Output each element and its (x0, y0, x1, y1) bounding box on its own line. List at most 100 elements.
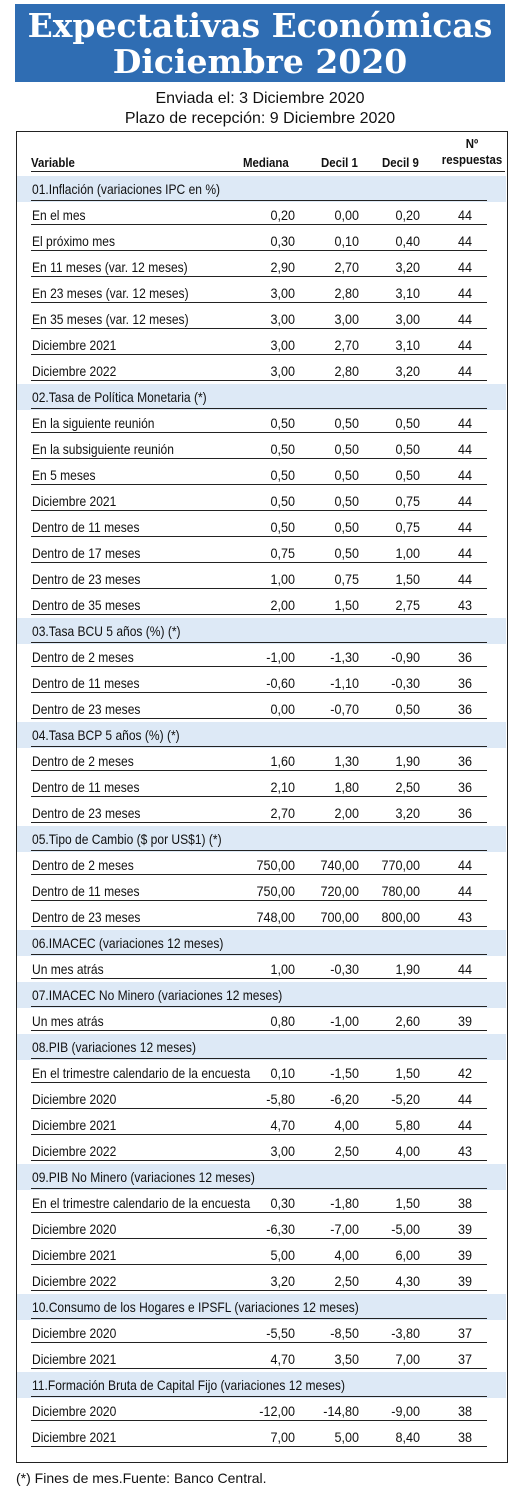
cell-mediana: 2,90 (270, 259, 295, 275)
cell-decil9: 2,60 (395, 1013, 420, 1029)
row-underline (31, 666, 487, 667)
section-header-row: 09.PIB No Minero (variaciones 12 meses) (17, 1164, 506, 1190)
cell-n: 44 (457, 1091, 472, 1107)
row-underline (31, 796, 487, 797)
cell-n: 44 (457, 441, 472, 457)
cell-decil1: 2,80 (334, 285, 359, 301)
cell-n: 44 (457, 363, 472, 379)
row-label: Diciembre 2022 (32, 1143, 117, 1159)
section-label: 02.Tasa de Política Monetaria (*) (32, 389, 207, 405)
row-underline (31, 1030, 487, 1031)
row-underline (31, 354, 487, 355)
section-label: 10.Consumo de los Hogares e IPSFL (varia… (32, 1299, 359, 1315)
cell-decil9: 1,50 (395, 1195, 420, 1211)
section-underline (31, 200, 487, 201)
cell-mediana: 0,50 (270, 519, 295, 535)
row-label: En 11 meses (var. 12 meses) (32, 259, 188, 275)
row-label: Dentro de 11 meses (32, 883, 140, 899)
row-label: Dentro de 11 meses (32, 675, 140, 691)
cell-n: 36 (457, 779, 472, 795)
row-underline (31, 588, 487, 589)
cell-decil9: 6,00 (395, 1247, 420, 1263)
table-row: En el trimestre calendario de la encuest… (17, 1060, 506, 1086)
row-underline (31, 1134, 487, 1135)
table-row: Diciembre 2022 3,00 2,50 4,00 43 (17, 1138, 506, 1164)
row-label: Diciembre 2021 (32, 1351, 117, 1367)
cell-decil9: 3,20 (395, 259, 420, 275)
cell-decil9: 1,00 (395, 545, 420, 561)
section-header-row: 06.IMACEC (variaciones 12 meses) (17, 930, 506, 956)
row-underline (31, 1368, 487, 1369)
table-row: Diciembre 2021 0,50 0,50 0,75 44 (17, 488, 506, 514)
cell-decil1: -1,00 (330, 1013, 359, 1029)
cell-mediana: 0,30 (270, 1195, 295, 1211)
cell-n: 36 (457, 649, 472, 665)
section-underline (31, 850, 487, 851)
cell-mediana: 4,70 (270, 1117, 295, 1133)
cell-decil9: 4,00 (395, 1143, 420, 1159)
cell-decil1: 0,50 (334, 519, 359, 535)
cell-decil1: -14,80 (323, 1403, 359, 1419)
cell-mediana: 1,00 (270, 961, 295, 977)
table-row: En la subsiguiente reunión 0,50 0,50 0,50 44 (17, 436, 506, 462)
cell-mediana: 0,30 (270, 233, 295, 249)
section-underline (31, 1396, 487, 1397)
cell-decil1: 4,00 (334, 1247, 359, 1263)
table-row: Un mes atrás 0,80 -1,00 2,60 39 (17, 1008, 506, 1034)
cell-mediana: 3,00 (270, 311, 295, 327)
cell-decil9: 3,00 (395, 311, 420, 327)
cell-n: 44 (457, 337, 472, 353)
cell-decil9: -5,20 (391, 1091, 420, 1107)
column-header-n: Nº (465, 136, 479, 151)
cell-decil9: -5,00 (391, 1221, 420, 1237)
title-line-1: Expectativas Económicas (27, 6, 493, 45)
row-underline (31, 328, 487, 329)
section-underline (31, 1318, 487, 1319)
cell-decil9: 1,50 (395, 571, 420, 587)
section-underline (31, 954, 487, 955)
table-row: Dentro de 2 meses 750,00 740,00 770,00 44 (17, 852, 506, 878)
section-header-row: 08.PIB (variaciones 12 meses) (17, 1034, 506, 1060)
row-label: Diciembre 2022 (32, 363, 117, 379)
cell-mediana: 1,60 (270, 753, 295, 769)
row-label: El próximo mes (32, 233, 115, 249)
section-header-row: 07.IMACEC No Minero (variaciones 12 mese… (17, 982, 506, 1008)
table-row: Diciembre 2022 3,00 2,80 3,20 44 (17, 358, 506, 384)
cell-decil1: 740,00 (320, 857, 359, 873)
section-header-row: 03.Tasa BCU 5 años (%) (*) (17, 618, 506, 644)
cell-n: 44 (457, 233, 472, 249)
table-row: Dentro de 11 meses 0,50 0,50 0,75 44 (17, 514, 506, 540)
row-underline (31, 1420, 487, 1421)
cell-mediana: 2,70 (270, 805, 295, 821)
row-label: Diciembre 2022 (32, 1273, 117, 1289)
cell-decil9: 5,80 (395, 1117, 420, 1133)
cell-mediana: -5,80 (266, 1091, 295, 1107)
table-row: En 5 meses 0,50 0,50 0,50 44 (17, 462, 506, 488)
row-underline (31, 1238, 487, 1239)
cell-decil1: 1,80 (334, 779, 359, 795)
column-header-variable: Variable (31, 155, 75, 170)
table-row: En 11 meses (var. 12 meses) 2,90 2,70 3,20 4… (17, 254, 506, 280)
row-underline (31, 1290, 487, 1291)
table-row: En el mes 0,20 0,00 0,20 44 (17, 202, 506, 228)
row-underline (31, 1108, 487, 1109)
section-header-row: 10.Consumo de los Hogares e IPSFL (varia… (17, 1294, 506, 1320)
row-label: Diciembre 2021 (32, 493, 117, 509)
column-header-mediana: Mediana (243, 155, 289, 170)
footnote: (*) Fines de mes.Fuente: Banco Central. (16, 1470, 267, 1486)
cell-decil1: 0,10 (334, 233, 359, 249)
section-header-row: 01.Inflación (variaciones IPC en %) (17, 176, 506, 202)
cell-decil1: 2,70 (334, 259, 359, 275)
cell-decil9: 3,10 (395, 285, 420, 301)
cell-decil1: 0,00 (334, 207, 359, 223)
row-underline (31, 484, 487, 485)
cell-mediana: 0,50 (270, 467, 295, 483)
cell-decil9: 2,75 (395, 597, 420, 613)
cell-decil1: 2,80 (334, 363, 359, 379)
row-underline (31, 562, 487, 563)
cell-mediana: 0,10 (270, 1065, 295, 1081)
cell-decil1: 720,00 (320, 883, 359, 899)
cell-n: 37 (457, 1325, 472, 1341)
row-underline (31, 978, 487, 979)
cell-decil9: 3,10 (395, 337, 420, 353)
